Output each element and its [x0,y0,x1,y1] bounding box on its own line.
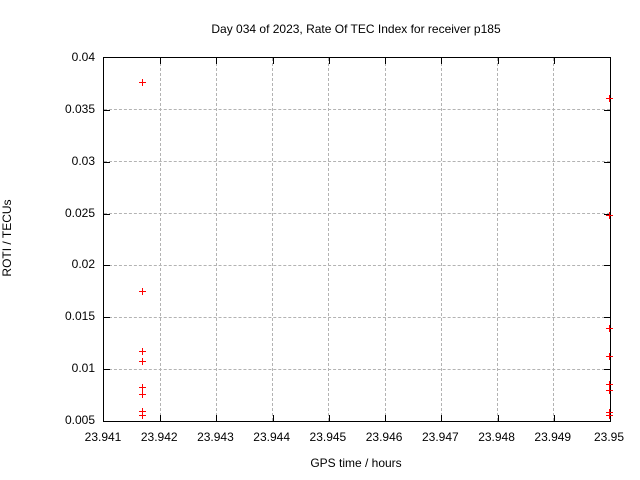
data-point-marker [139,391,147,399]
y-tick-label: 0.015 [64,309,95,324]
x-tick-label: 23.947 [421,430,459,444]
x-tick-mark [385,58,387,64]
data-point-marker [139,288,147,296]
y-tick-mark [604,109,610,111]
y-tick-label: 0.035 [64,101,95,116]
data-point-marker [606,380,613,388]
data-point-marker [139,347,147,355]
x-tick-mark [328,415,330,421]
x-tick-label: 23.95 [593,430,625,444]
x-tick-mark [160,58,162,64]
y-tick-label: 0.02 [71,257,95,272]
x-tick-mark [553,58,555,64]
x-tick-label: 23.946 [365,430,403,444]
gridline-vertical [215,58,217,421]
y-tick-mark [604,161,610,163]
x-tick-mark [553,415,555,421]
x-tick-mark [272,415,274,421]
x-tick-mark [328,58,330,64]
x-tick-mark [216,58,218,64]
y-tick-mark [104,213,110,215]
y-tick-label: 0.04 [71,50,95,64]
y-tick-label: 0.005 [64,413,95,427]
y-tick-mark [104,265,110,267]
x-tick-mark [497,415,499,421]
gridline-vertical [553,58,555,421]
x-tick-mark [385,415,387,421]
data-point-marker [606,352,613,360]
x-tick-label: 23.944 [253,430,290,444]
chart-title: Day 034 of 2023, Rate Of TEC Index for r… [211,22,501,36]
gridline-vertical [272,58,274,421]
data-point-marker [606,211,613,219]
gridline-vertical [159,58,161,421]
data-point-marker [606,386,613,394]
gridline-horizontal [104,109,610,111]
y-tick-label: 0.01 [71,361,95,376]
x-tick-label: 23.941 [84,430,122,444]
y-tick-mark [104,369,110,371]
x-tick-label: 23.942 [140,430,178,444]
x-tick-label: 23.943 [197,430,234,444]
y-tick-mark [104,109,110,111]
y-tick-mark [604,369,610,371]
y-axis-label: ROTI / TECUs [0,199,14,277]
x-tick-mark [441,58,443,64]
data-point-marker [139,357,147,365]
x-tick-label: 23.948 [478,430,515,444]
data-point-marker [139,411,147,419]
x-tick-label: 23.949 [534,430,572,444]
plot-area [103,57,611,422]
gridline-horizontal [104,316,610,318]
x-tick-mark [216,415,218,421]
data-point-marker [139,78,147,86]
x-axis-label: GPS time / hours [310,456,402,470]
data-point-marker [139,383,147,391]
data-point-marker [139,407,147,415]
gridline-vertical [497,58,499,421]
x-tick-label: 23.945 [309,430,347,444]
y-tick-label: 0.03 [71,153,95,168]
gridline-vertical [328,58,330,421]
y-tick-mark [604,213,610,215]
x-tick-mark [441,415,443,421]
x-tick-mark [160,415,162,421]
data-point-marker [606,324,613,332]
gridline-horizontal [104,264,610,266]
y-tick-mark [104,161,110,163]
y-tick-mark [604,317,610,319]
x-tick-mark [272,58,274,64]
y-tick-mark [604,265,610,267]
gridline-horizontal [104,368,610,370]
gridline-vertical [440,58,442,421]
data-point-marker [606,411,613,419]
gridline-horizontal [104,161,610,163]
y-tick-mark [104,317,110,319]
data-point-marker [606,95,613,103]
y-tick-label: 0.025 [64,205,95,220]
x-tick-mark [497,58,499,64]
gridline-vertical [384,58,386,421]
gridline-horizontal [104,213,610,215]
